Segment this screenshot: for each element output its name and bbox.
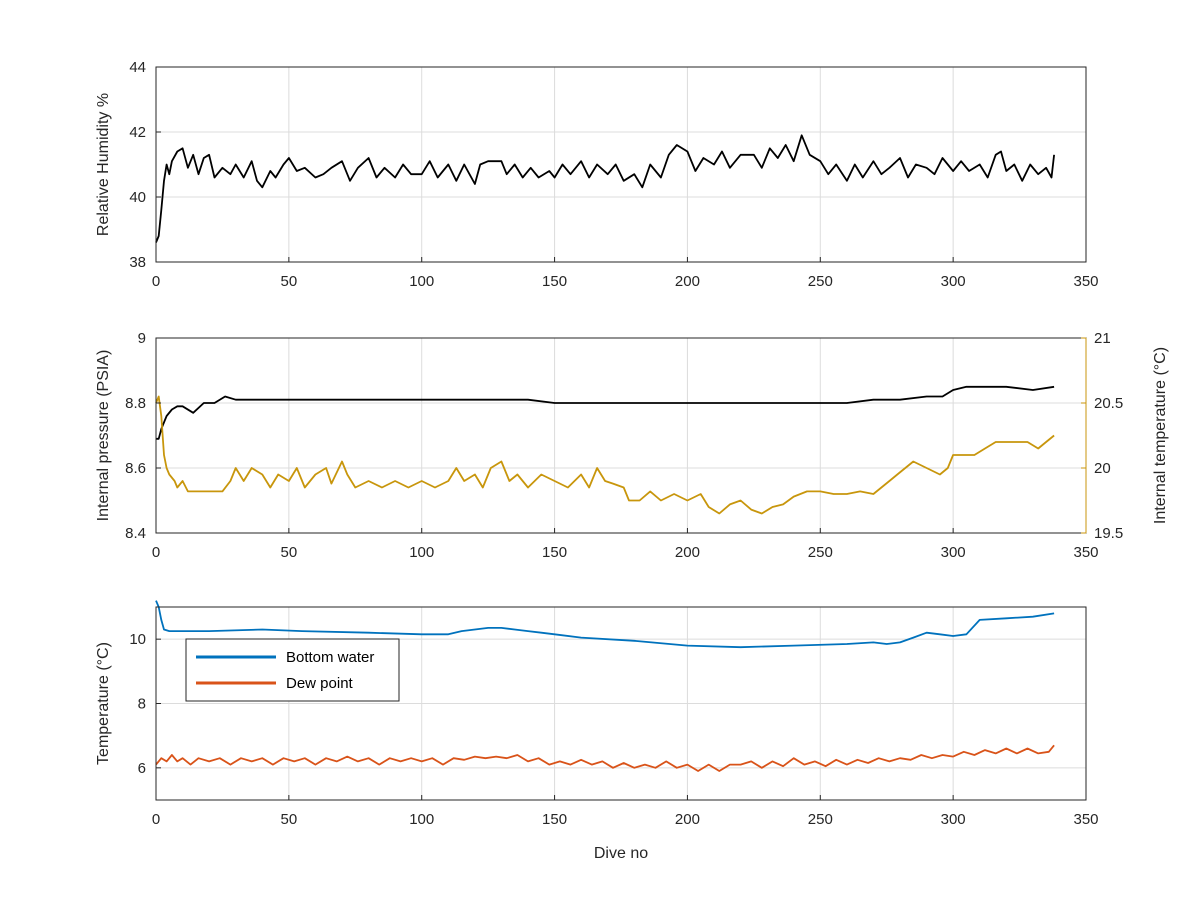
x-tick-label: 50 [281,544,298,561]
x-tick-label: 350 [1073,544,1098,561]
y-tick-label: 10 [129,631,146,648]
y-tick-label: 38 [129,254,146,271]
x-tick-label: 50 [281,273,298,290]
y-tick-label: 9 [138,330,146,347]
x-tick-label: 300 [941,811,966,828]
y-right-tick-label: 20.5 [1094,395,1123,412]
x-tick-label: 50 [281,811,298,828]
y-right-tick-label: 21 [1094,330,1111,347]
x-tick-label: 100 [409,544,434,561]
y-right-axis-label: Internal temperature (°C) [1152,347,1169,524]
y-tick-label: 8.8 [125,395,146,412]
y-right-tick-label: 20 [1094,460,1111,477]
chart-panel-1: 0 50 100 150 200 250 300 350 38 40 42 44 Relative Hu… [95,59,1099,290]
y-tick-label: 44 [129,59,146,76]
chart-panel-2: 0 50 100 150 200 250 300 350 8.4 8.6 8.8 9 19.5 20 20.… [95,330,1169,561]
x-tick-label: 200 [675,811,700,828]
y-tick-label: 40 [129,189,146,206]
y-axis-label: Relative Humidity % [95,93,112,236]
x-tick-label: 250 [808,544,833,561]
x-tick-label: 300 [941,544,966,561]
series-line-main [155,134,1055,243]
y-tick-label: 8.6 [125,460,146,477]
plot-area [156,67,1086,262]
x-tick-label: 250 [808,273,833,290]
chart-panel-3: 0 50 100 150 200 250 300 350 6 8 10 Temperature (°C… [95,600,1099,862]
y-right-tick-label: 19.5 [1094,525,1123,542]
x-tick-label: 300 [941,273,966,290]
plot-area [156,338,1086,533]
series-line-bottom-water [155,600,1055,649]
legend-box [185,638,400,702]
axes-frame [155,66,1087,263]
x-tick-label: 150 [542,544,567,561]
y-tick-label: 8.4 [125,525,146,542]
x-tick-label: 0 [152,811,160,828]
x-tick-label: 250 [808,811,833,828]
x-tick-label: 150 [542,811,567,828]
x-tick-label: 100 [409,811,434,828]
y-tick-label: 6 [138,760,146,777]
legend: Bottom water Dew point [185,638,400,702]
legend-label: Dew point [286,675,354,692]
series-line-dew-point [155,744,1055,772]
y-axis-label: Temperature (°C) [95,642,112,765]
x-tick-label: 200 [675,273,700,290]
x-tick-label: 350 [1073,811,1098,828]
y-tick-label: 42 [129,124,146,141]
x-tick-label: 100 [409,273,434,290]
x-tick-label: 350 [1073,273,1098,290]
x-tick-label: 0 [152,544,160,561]
y-axis-label: Internal pressure (PSIA) [95,350,112,522]
x-tick-label: 0 [152,273,160,290]
x-axis-label: Dive no [594,845,648,862]
y-tick-label: 8 [138,696,146,713]
legend-label: Bottom water [286,649,374,666]
x-tick-label: 200 [675,544,700,561]
series-line-left [156,385,1055,440]
series-line-right [155,395,1055,515]
x-tick-label: 150 [542,273,567,290]
